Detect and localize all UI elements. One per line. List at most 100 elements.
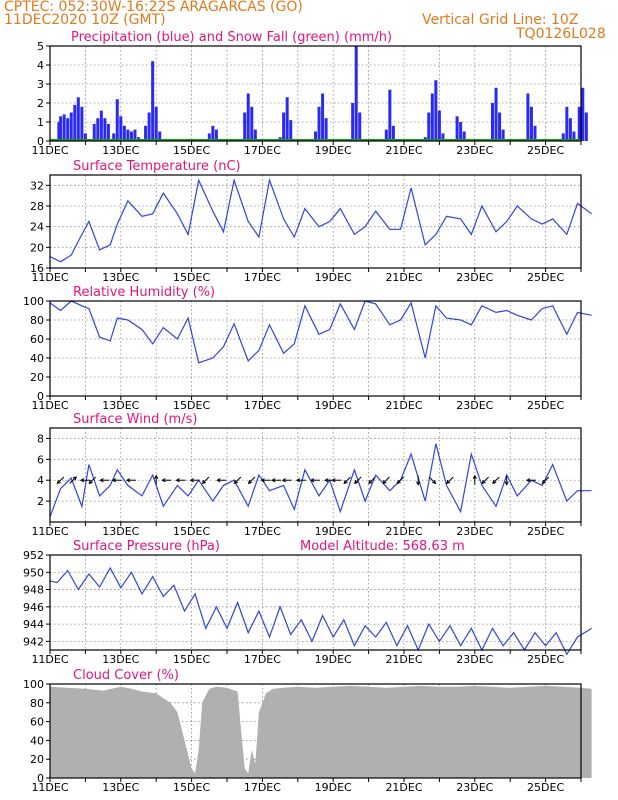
x-tick-label: 19DEC [315,399,352,412]
x-tick-label: 13DEC [102,399,139,412]
wind-arrow-shaft [428,476,436,484]
wind-arrow-head [504,481,509,486]
panel-title-precip: Precipitation (blue) and Snow Fall (gree… [71,30,392,45]
y-tick-label: 0 [37,135,44,148]
wind-arrow-head [343,479,348,485]
x-tick-label: 17DEC [244,399,281,412]
precip-bar [80,106,84,141]
wind-arrow-head [161,478,166,483]
wind-arrow-head [154,474,159,480]
x-tick-label: 25DEC [527,271,564,284]
precip-bar [133,129,137,141]
header-datetime: 11DEC2020 10Z (GMT) [4,12,166,28]
x-tick-label: 23DEC [456,144,493,157]
precip-bar [214,129,218,141]
precip-bar [253,129,257,141]
wind-arrow [271,478,282,483]
y-tick-label: 944 [23,618,44,631]
wind-arrow-head [247,479,253,485]
wind-arrow-head [111,478,117,483]
wind-arrow [154,474,159,485]
precip-bar [59,116,63,141]
y-tick-label: 950 [23,566,44,579]
wind-arrow [428,476,437,485]
precip-bar [62,114,66,141]
precip-bar [69,112,73,141]
wind-arrow [331,478,342,483]
x-tick-label: 25DEC [527,399,564,412]
wind-arrow [161,478,172,483]
wind-arrow-head [189,478,194,483]
x-tick-label: 23DEC [456,399,493,412]
wind-arrow-head [481,479,486,485]
precip-bar [358,112,362,141]
wind-arrow-head [432,479,437,485]
precip-bar [533,125,537,141]
x-tick-label: 15DEC [173,144,210,157]
x-tick-label: 11DEC [31,781,68,794]
wind-arrow-shaft [354,476,362,484]
wind-arrow-head [472,474,477,480]
x-tick-label: 11DEC [31,271,68,284]
wind-arrow-head [416,481,421,486]
panel-frame [49,427,582,523]
wind-arrow-head [382,479,387,485]
wind-arrow [69,476,77,484]
wind-arrow-shaft [382,476,390,484]
x-tick-label: 11DEC [31,525,68,538]
precip-bar [441,133,445,141]
precip-bar [388,89,392,141]
wind-arrow-head [354,479,359,485]
precip-bar [282,112,286,141]
y-tick-label: 2 [37,495,44,508]
precip-bar [321,93,325,141]
y-tick-label: 948 [23,584,44,597]
x-tick-label: 13DEC [102,271,139,284]
wind-arrow-head [525,478,531,483]
x-tick-label: 19DEC [315,525,352,538]
precip-bar [427,112,431,141]
wind-arrow [260,478,271,483]
x-tick-label: 23DEC [456,525,493,538]
x-tick-label: 23DEC [456,781,493,794]
wind-arrow [446,476,454,485]
precip-bar [112,133,116,141]
x-tick-label: 21DEC [385,781,422,794]
wind-arrow-head [396,479,401,485]
y-tick-label: 60 [30,716,44,729]
precip-bar [73,104,77,141]
precip-bar [455,116,459,141]
precip-bar [106,123,110,141]
header-code: TQ0126L028 [516,26,606,42]
wind-arrow [343,476,351,485]
wind-arrow-head [309,478,315,483]
precip-bar [462,131,466,141]
wind-arrow [125,478,136,483]
x-tick-label: 15DEC [173,781,210,794]
panel-title-humidity: Relative Humidity (%) [73,285,215,300]
precip-bar [129,131,133,141]
wind-arrow [247,476,256,485]
wind-arrow-head [324,478,329,483]
model-altitude: Model Altitude: 568.63 m [300,539,465,554]
humidity-line [49,300,592,364]
wind-arrow [216,478,227,483]
x-tick-label: 25DEC [527,144,564,157]
wind-arrow-head [331,478,336,483]
y-tick-label: 80 [30,697,44,710]
y-tick-label: 60 [30,333,44,346]
y-tick-label: 32 [30,179,44,192]
precip-bar [498,112,502,141]
wind-arrow [492,476,500,485]
precip-bar [317,106,321,141]
wind-arrow-shaft [248,476,256,484]
wind-arrow [79,478,90,483]
wind-arrow [541,476,550,485]
wind-arrow-head [260,478,265,483]
x-tick-label: 15DEC [173,399,210,412]
precip-bar [76,97,80,141]
precip-bar [99,110,103,141]
precip-bar [115,99,119,141]
y-tick-label: 5 [37,40,44,53]
